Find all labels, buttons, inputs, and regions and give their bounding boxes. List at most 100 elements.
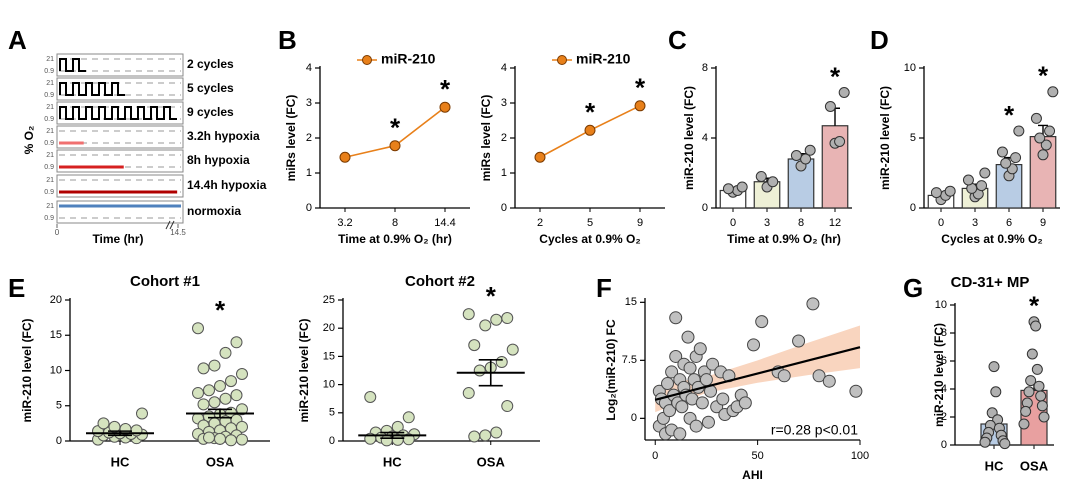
row-label: 2 cycles — [187, 57, 234, 71]
data-point — [790, 150, 802, 161]
x-tick-label: 14.5 — [170, 228, 186, 237]
data-point — [219, 346, 232, 359]
data-point — [225, 434, 237, 447]
data-point — [236, 368, 248, 381]
data-point — [689, 419, 703, 433]
y-axis-label: % O₂ — [22, 126, 36, 155]
x-tick-label: HC — [383, 454, 402, 469]
y-tick-label: 10 — [904, 62, 916, 74]
y-axis-label: miR-210 level (FC) — [932, 323, 946, 427]
data-point — [214, 432, 226, 445]
y-tick-label: 0 — [631, 412, 637, 424]
y-tick-label: 4 — [702, 132, 708, 144]
data-point — [699, 373, 713, 387]
y-tick-label: 0.9 — [44, 92, 54, 99]
significance-star: * — [1038, 61, 1049, 91]
data-point — [716, 392, 730, 406]
data-point — [663, 404, 677, 418]
y-tick-label: 0 — [329, 435, 335, 447]
y-tick-label: 3 — [306, 97, 312, 109]
data-point — [738, 396, 752, 410]
chart-title: CD-31+ MP — [951, 274, 1030, 291]
y-tick-label: 21 — [46, 203, 54, 210]
x-tick-label: 0 — [938, 217, 944, 229]
data-point — [1038, 411, 1050, 423]
data-point — [1040, 139, 1052, 151]
data-point — [439, 101, 451, 113]
y-axis-label: miRs level (FC) — [479, 95, 493, 182]
y-tick-label: 5 — [329, 407, 335, 419]
significance-star: * — [390, 113, 401, 143]
data-point — [747, 338, 761, 352]
data-point — [1037, 149, 1049, 161]
y-tick-label: 0 — [941, 439, 947, 451]
x-axis-label: Cycles at 0.9% O₂ — [941, 232, 1042, 246]
row-box — [56, 101, 184, 125]
y-tick-label: 10 — [323, 379, 335, 391]
data-point — [364, 391, 377, 404]
data-point — [1010, 152, 1022, 164]
data-point — [1018, 418, 1030, 430]
chart-title: Cohort #1 — [130, 273, 200, 290]
y-tick-label: 1 — [306, 167, 312, 179]
x-tick-label: 6 — [1006, 217, 1012, 229]
chart-title: Cohort #2 — [405, 273, 475, 290]
data-point — [824, 101, 836, 112]
data-point — [501, 312, 514, 325]
y-tick-label: 5 — [56, 400, 62, 412]
x-axis-label: Time at 0.9% O₂ (hr) — [338, 232, 452, 246]
data-point — [822, 374, 836, 388]
x-axis-label: Time at 0.9% O₂ (hr) — [727, 232, 841, 246]
data-point — [979, 167, 991, 179]
data-point — [203, 431, 215, 444]
significance-star: * — [830, 61, 841, 91]
data-point — [479, 429, 492, 442]
data-point — [1047, 86, 1059, 98]
data-point — [468, 430, 481, 443]
y-tick-label: 10 — [50, 364, 62, 376]
x-tick-label: 3 — [972, 217, 978, 229]
y-tick-label: 0.9 — [44, 140, 54, 147]
y-tick-label: 21 — [46, 177, 54, 184]
row-label: 9 cycles — [187, 105, 234, 119]
data-point — [230, 336, 243, 349]
stats-annotation: r=0.28 p<0.01 — [771, 422, 858, 438]
data-point — [1035, 390, 1047, 402]
fit-line — [654, 346, 861, 401]
y-tick-label: 10 — [935, 299, 947, 311]
y-tick-label: 3 — [501, 97, 507, 109]
data-point — [197, 362, 210, 375]
y-axis-label: miR-210 level (FC) — [20, 318, 34, 422]
data-point — [389, 140, 401, 152]
legend-label: miR-210 — [381, 51, 436, 67]
data-point — [1030, 112, 1042, 124]
data-point — [1034, 132, 1046, 144]
data-point — [930, 187, 942, 199]
data-point — [976, 180, 988, 192]
x-tick-label: 3 — [764, 217, 770, 229]
data-point — [203, 384, 215, 397]
data-point — [1030, 320, 1042, 332]
data-point — [490, 313, 503, 326]
x-tick-label: 3.2 — [337, 217, 352, 229]
data-point — [473, 364, 486, 377]
data-point — [1020, 405, 1032, 417]
data-point — [1026, 348, 1038, 360]
x-axis-label: Time (hr) — [92, 232, 143, 246]
panel-letter: E — [8, 273, 25, 303]
x-tick-label: OSA — [1020, 458, 1049, 473]
data-point — [1013, 125, 1025, 137]
y-tick-label: 8 — [702, 62, 708, 74]
y-tick-label: 20 — [50, 294, 62, 306]
row-label: 14.4h hypoxia — [187, 178, 267, 192]
y-tick-label: 4 — [306, 62, 312, 74]
data-point — [722, 183, 734, 195]
panel-letter: C — [668, 25, 687, 55]
y-tick-label: 25 — [323, 294, 335, 306]
data-point — [1025, 375, 1037, 387]
row-label: 8h hypoxia — [187, 153, 250, 167]
data-point — [849, 384, 863, 398]
data-point — [339, 151, 351, 163]
data-point — [208, 359, 221, 372]
